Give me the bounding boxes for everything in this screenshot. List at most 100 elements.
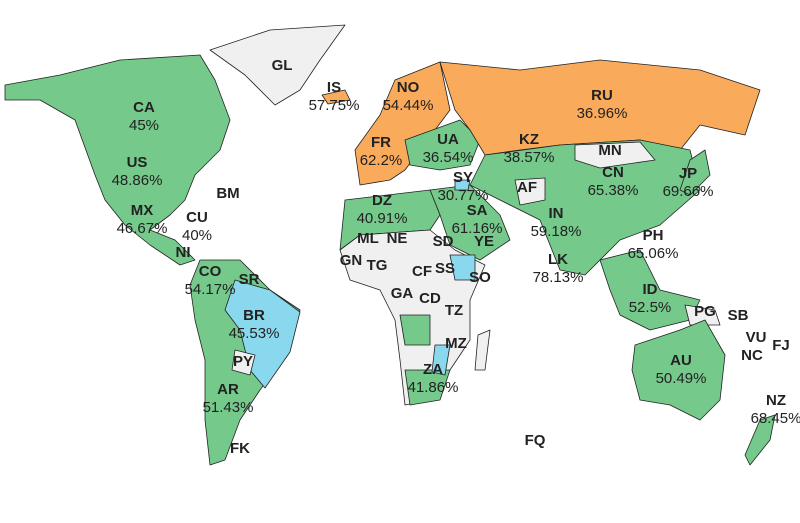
country-code: TZ: [445, 302, 463, 319]
country-code: CN: [602, 164, 624, 181]
angola-shape: [399, 314, 431, 346]
country-value: 36.54%: [423, 149, 474, 166]
country-value: 30.77%: [438, 187, 489, 204]
paraguay-shape: [231, 349, 256, 376]
country-label-vu: VU: [746, 329, 767, 346]
country-code: NZ: [766, 392, 786, 409]
madagascar-shape: [474, 329, 491, 371]
country-value: 36.96%: [577, 105, 628, 122]
country-label-cf: CF: [412, 263, 432, 280]
country-label-ni: NI: [176, 244, 191, 261]
country-label-sb: SB: [728, 307, 749, 324]
country-label-gn: GN: [340, 252, 363, 269]
country-code: MZ: [445, 335, 467, 352]
country-label-mz: MZ: [445, 335, 467, 352]
country-value: 40%: [182, 227, 212, 244]
country-code: SS: [435, 260, 455, 277]
australia-shape: [631, 319, 726, 421]
country-value: 50.49%: [656, 370, 707, 387]
country-label-ss: SS: [435, 260, 455, 277]
country-label-ml: ML: [357, 230, 379, 247]
country-code: KZ: [519, 131, 539, 148]
country-code: IN: [549, 205, 564, 222]
country-label-fk: FK: [230, 440, 250, 457]
country-label-tz: TZ: [445, 302, 463, 319]
country-value: 57.75%: [309, 97, 360, 114]
country-code: GA: [391, 285, 414, 302]
country-label-sr: SR: [239, 271, 260, 288]
new-zealand-shape: [744, 414, 776, 466]
country-code: FR: [371, 134, 391, 151]
country-code: AF: [517, 179, 537, 196]
country-label-mn: MN: [598, 142, 621, 159]
north-america-shape: [4, 54, 231, 266]
country-value: 68.45%: [751, 410, 800, 427]
country-label-sd: SD: [433, 233, 454, 250]
country-value: 38.57%: [504, 149, 555, 166]
country-code: ML: [357, 230, 379, 247]
country-code: FK: [230, 440, 250, 457]
greenland-shape: [209, 24, 346, 106]
eastern-europe-shape: [404, 119, 481, 171]
country-code: ID: [643, 281, 658, 298]
country-code: ZA: [423, 361, 443, 378]
country-value: 46.67%: [117, 220, 168, 237]
country-code: PH: [643, 227, 664, 244]
country-value: 65.38%: [588, 182, 639, 199]
mozambique-shape: [431, 344, 451, 376]
country-code: SB: [728, 307, 749, 324]
country-value: 62.2%: [360, 152, 403, 169]
country-value: 45.53%: [229, 325, 280, 342]
country-value: 51.43%: [203, 399, 254, 416]
country-label-af: AF: [517, 179, 537, 196]
country-code: MN: [598, 142, 621, 159]
country-value: 69.66%: [663, 183, 714, 200]
country-code: US: [127, 154, 148, 171]
country-code: CA: [133, 99, 155, 116]
country-code: JP: [679, 165, 697, 182]
country-code: IS: [327, 79, 341, 96]
country-label-nc: NC: [741, 347, 763, 364]
ethiopia-shape: [449, 254, 476, 281]
country-label-pg: PG: [694, 303, 716, 320]
country-value: 41.86%: [408, 379, 459, 396]
country-code: GL: [272, 57, 293, 74]
country-value: 61.16%: [452, 220, 503, 237]
country-label-tg: TG: [367, 257, 388, 274]
country-code: FJ: [772, 337, 790, 354]
country-code: MX: [131, 202, 154, 219]
country-value: 54.44%: [383, 97, 434, 114]
country-value: 40.91%: [357, 210, 408, 227]
country-code: SD: [433, 233, 454, 250]
country-code: PG: [694, 303, 716, 320]
central-asia-shape: [469, 139, 701, 276]
country-label-so: SO: [469, 269, 491, 286]
country-code: NO: [397, 79, 420, 96]
country-code: AU: [670, 352, 692, 369]
country-code: NE: [387, 230, 408, 247]
country-code: VU: [746, 329, 767, 346]
country-label-ne: NE: [387, 230, 408, 247]
country-value: 65.06%: [628, 245, 679, 262]
country-code: CO: [199, 263, 222, 280]
country-code: BR: [243, 307, 265, 324]
